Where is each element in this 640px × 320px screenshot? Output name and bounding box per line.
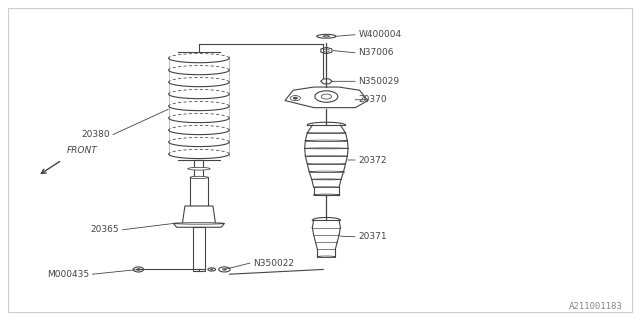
Ellipse shape (211, 269, 213, 270)
Text: 20370: 20370 (358, 95, 387, 104)
Circle shape (133, 267, 143, 272)
Text: 20380: 20380 (81, 130, 109, 139)
Circle shape (321, 94, 332, 99)
Ellipse shape (312, 179, 341, 180)
Polygon shape (190, 178, 208, 206)
Text: 20371: 20371 (358, 232, 387, 241)
Circle shape (293, 97, 298, 99)
Ellipse shape (309, 171, 344, 172)
Ellipse shape (208, 268, 216, 271)
Text: 20372: 20372 (358, 156, 387, 164)
Circle shape (315, 91, 338, 102)
Text: N350022: N350022 (253, 259, 294, 268)
Ellipse shape (173, 223, 225, 224)
Polygon shape (195, 160, 204, 178)
Circle shape (323, 49, 329, 52)
Ellipse shape (323, 36, 330, 37)
Polygon shape (321, 79, 332, 84)
Polygon shape (173, 223, 225, 227)
Circle shape (136, 268, 140, 270)
Ellipse shape (307, 132, 346, 133)
Polygon shape (193, 227, 205, 271)
Text: M000435: M000435 (47, 270, 90, 279)
Circle shape (290, 96, 300, 101)
Text: FRONT: FRONT (67, 146, 98, 155)
Ellipse shape (219, 267, 230, 272)
Ellipse shape (305, 148, 348, 149)
Text: A211001183: A211001183 (569, 302, 623, 311)
Ellipse shape (317, 34, 336, 38)
Text: W400004: W400004 (358, 30, 401, 39)
Ellipse shape (305, 156, 348, 157)
Ellipse shape (317, 256, 335, 258)
Polygon shape (321, 47, 332, 54)
Ellipse shape (314, 187, 339, 188)
Text: N350029: N350029 (358, 77, 399, 86)
Ellipse shape (188, 167, 210, 170)
Ellipse shape (314, 194, 339, 196)
Ellipse shape (314, 194, 339, 196)
Ellipse shape (223, 269, 227, 270)
Ellipse shape (307, 163, 346, 164)
Text: 20365: 20365 (91, 225, 119, 234)
Text: N37006: N37006 (358, 48, 394, 57)
Ellipse shape (305, 140, 348, 141)
Ellipse shape (190, 176, 208, 179)
Polygon shape (285, 87, 368, 108)
Polygon shape (182, 206, 216, 223)
